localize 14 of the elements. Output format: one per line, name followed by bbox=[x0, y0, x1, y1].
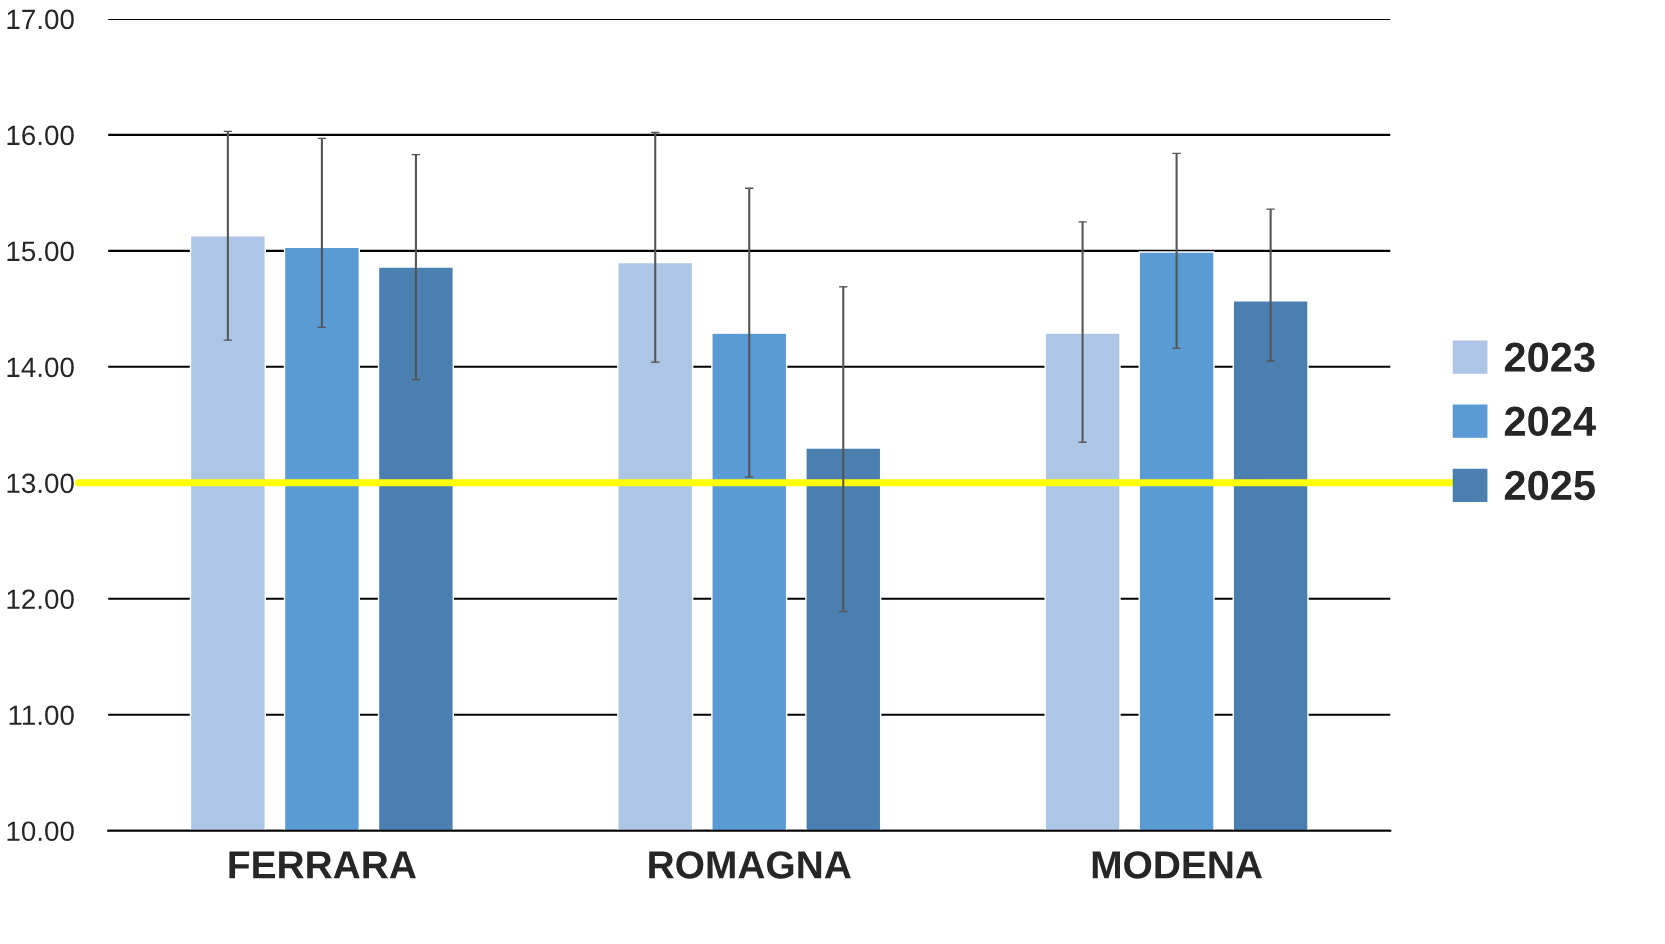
legend-label: 2024 bbox=[1504, 406, 1596, 437]
y-tick-label: 13.00 bbox=[7, 473, 74, 494]
y-tick-label: 10.00 bbox=[7, 821, 74, 842]
y-tick-label: 11.00 bbox=[9, 705, 74, 726]
x-tick-label: FERRARA bbox=[229, 851, 416, 879]
legend-label: 2025 bbox=[1504, 470, 1595, 501]
legend-label: 2023 bbox=[1504, 342, 1595, 373]
x-tick-label: ROMAGNA bbox=[649, 851, 851, 879]
x-tick-label: MODENA bbox=[1092, 851, 1262, 879]
y-tick-label: 17.00 bbox=[7, 9, 74, 30]
y-tick-label: 16.00 bbox=[7, 125, 74, 146]
y-tick-label: 14.00 bbox=[7, 357, 74, 378]
y-tick-label: 12.00 bbox=[7, 589, 74, 610]
y-tick-label: 15.00 bbox=[7, 241, 74, 262]
